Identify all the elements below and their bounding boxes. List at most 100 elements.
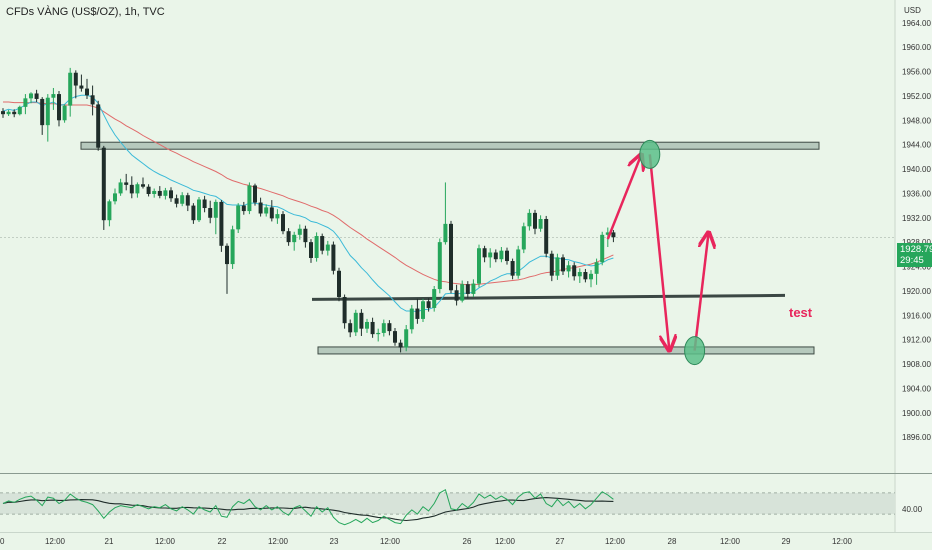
ema-slow-line xyxy=(3,101,614,286)
candle-body xyxy=(129,184,134,194)
annotation-test-label[interactable]: test xyxy=(789,305,813,320)
projection-circle[interactable] xyxy=(639,139,661,169)
price-tick-label: 1904.00 xyxy=(902,384,931,393)
candle-body xyxy=(353,312,358,333)
candle-body xyxy=(157,190,162,196)
candle-body xyxy=(286,231,291,243)
candle-body xyxy=(348,323,353,333)
time-tick-label: 12:00 xyxy=(155,537,176,546)
candle-body xyxy=(577,271,582,277)
candle-body xyxy=(202,199,207,209)
candle-body xyxy=(510,261,515,276)
candle-body xyxy=(398,342,403,348)
candle-body xyxy=(555,257,560,276)
price-tick-label: 1920.00 xyxy=(902,287,931,296)
candle-body xyxy=(96,104,101,148)
candle-body xyxy=(488,252,493,258)
rsi-band xyxy=(0,492,895,515)
candle-body xyxy=(594,262,599,274)
candle-body xyxy=(12,111,17,115)
candle-body xyxy=(40,98,45,126)
projection-arrow[interactable] xyxy=(648,154,670,350)
candle-body xyxy=(454,290,459,301)
candle-body xyxy=(516,249,521,276)
time-tick-label: 27 xyxy=(556,537,565,546)
candle-body xyxy=(533,212,537,229)
candle-body xyxy=(236,205,241,230)
candle-body xyxy=(331,244,336,271)
candle-body xyxy=(342,296,347,324)
time-tick-label: 12:00 xyxy=(268,537,289,546)
support-line[interactable] xyxy=(311,293,786,301)
projection-arrow[interactable] xyxy=(693,232,709,351)
candle-body xyxy=(146,186,151,195)
projection-arrow[interactable] xyxy=(606,154,642,240)
candle-body xyxy=(253,185,257,203)
candle-body xyxy=(465,284,470,294)
candle-body xyxy=(381,323,386,333)
price-tick-label: 1928.00 xyxy=(902,238,931,247)
candle-body xyxy=(191,205,196,221)
candle-body xyxy=(365,321,369,329)
candle-body xyxy=(432,289,437,308)
candle-body xyxy=(460,284,465,301)
price-tick-label: 1956.00 xyxy=(902,68,931,77)
candle-body xyxy=(269,207,274,219)
candle-body xyxy=(230,229,235,265)
candle-body xyxy=(499,250,504,260)
candle-body xyxy=(337,270,341,297)
candle-body xyxy=(561,257,565,272)
candle-body xyxy=(566,265,571,272)
candle-body xyxy=(527,212,532,227)
rsi-line xyxy=(2,488,614,526)
resistance-zone[interactable] xyxy=(80,141,820,150)
candle-body xyxy=(426,301,431,308)
candle-body xyxy=(169,190,173,199)
price-tick-label: 1960.00 xyxy=(902,43,931,52)
candle-body xyxy=(219,201,224,246)
candle-body xyxy=(23,98,28,107)
projection-drawings xyxy=(606,139,709,366)
candle-body xyxy=(57,94,61,121)
candle-body xyxy=(17,106,22,115)
candle-body xyxy=(174,198,179,204)
candle-body xyxy=(589,273,593,280)
candle-body xyxy=(493,252,498,260)
candle-body xyxy=(62,105,67,121)
candle-body xyxy=(275,214,280,219)
time-tick-label: 0 xyxy=(0,537,5,546)
time-tick-label: 12:00 xyxy=(45,537,66,546)
main-pane-background xyxy=(0,0,895,473)
candle-body xyxy=(208,208,213,218)
candle-body xyxy=(605,232,610,235)
price-axis: 1964.00 1960.00 1956.00 1952.00 1948.00 1944.… xyxy=(902,19,931,442)
rsi-level-label: 40.00 xyxy=(902,505,923,514)
candle-body xyxy=(611,232,616,238)
time-tick-label: 22 xyxy=(218,537,227,546)
price-tick-label: 1948.00 xyxy=(902,116,931,125)
candle-body xyxy=(309,242,313,258)
candle-body xyxy=(314,236,319,258)
candle-body xyxy=(415,308,420,319)
time-tick-label: 12:00 xyxy=(720,537,741,546)
projection-circle[interactable] xyxy=(684,336,706,366)
candle-body xyxy=(90,95,95,105)
candlesticks xyxy=(1,67,616,353)
price-tick-label: 1896.00 xyxy=(902,433,931,442)
candle-body xyxy=(73,72,78,86)
candle-body xyxy=(521,226,526,250)
candle-body xyxy=(320,236,325,251)
price-tick-label: 1900.00 xyxy=(902,409,931,418)
candle-body xyxy=(152,190,157,195)
candle-body xyxy=(281,214,285,232)
candle-body xyxy=(325,244,330,251)
price-tick-label: 1940.00 xyxy=(902,165,931,174)
candle-body xyxy=(29,93,33,99)
rsi-indicator: 40.00 xyxy=(0,488,923,526)
candle-body xyxy=(51,94,56,98)
candle-body xyxy=(409,308,414,330)
support-zone[interactable] xyxy=(317,346,815,355)
candle-body xyxy=(34,93,39,99)
time-tick-label: 21 xyxy=(105,537,114,546)
